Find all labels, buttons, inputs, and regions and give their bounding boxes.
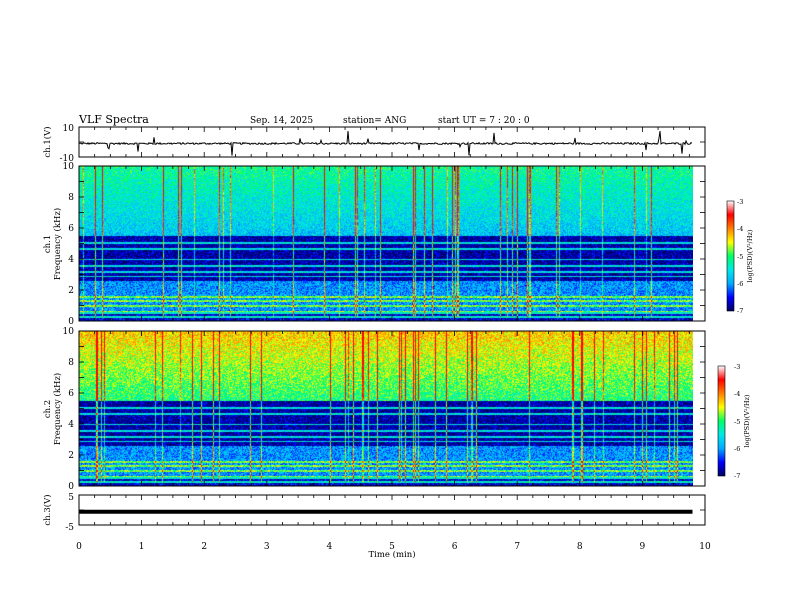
x-axis-label: Time (min) xyxy=(368,549,415,560)
ch2-spectrogram-image xyxy=(79,331,693,486)
x-tick-label: 6 xyxy=(452,542,458,552)
ch1-spectrogram-frame xyxy=(78,165,706,322)
ch3-voltage-panel: 5 -5 ch.3(V) xyxy=(42,493,706,533)
ch1-spec-ylabel-channel: ch.1 xyxy=(43,235,53,253)
ch2-colorbar: -3 -4 -5 -6 -7 log(PSD)(V²/Hz) xyxy=(717,363,751,480)
station-label: station= ANG xyxy=(343,116,406,126)
ch2-ytick-0: 0 xyxy=(68,482,74,492)
ch1-cb-tick-m4: -4 xyxy=(737,225,743,233)
ch1-ytick-bottom: -10 xyxy=(60,154,75,164)
ch2-spectrogram-panel: 0 2 4 6 8 10 ch.2 Frequency (kHz) xyxy=(43,327,706,492)
x-tick-label: 4 xyxy=(327,542,333,552)
x-tick-label: 7 xyxy=(514,542,520,552)
x-tick-label: 0 xyxy=(76,542,82,552)
x-tick-label: 3 xyxy=(264,542,270,552)
start-ut-label: start UT = 7 : 20 : 0 xyxy=(438,116,530,126)
ch1-ytick-2: 2 xyxy=(68,286,74,296)
ch2-ytick-10: 10 xyxy=(63,327,75,337)
ch2-cb-tick-m3: -3 xyxy=(734,363,740,371)
ch2-cb-tick-m6: -6 xyxy=(734,445,740,453)
ch1-cb-tick-m3: -3 xyxy=(737,198,743,206)
ch1-voltage-panel: 10 -10 ch.1(V) xyxy=(42,124,706,164)
ch1-ytick-4: 4 xyxy=(68,255,74,265)
ch1-ytick-top: 10 xyxy=(63,124,75,134)
ch2-colorbar-label: log(PSD)(V²/Hz) xyxy=(743,394,751,447)
date-label: Sep. 14, 2025 xyxy=(250,116,313,126)
ch2-ytick-8: 8 xyxy=(68,358,74,368)
x-tick-label: 1 xyxy=(139,542,145,552)
ch1-ytick-6: 6 xyxy=(68,224,74,234)
x-tick-label: 5 xyxy=(389,542,395,552)
ch2-ytick-4: 4 xyxy=(68,420,74,430)
ch2-ytick-6: 6 xyxy=(68,389,74,399)
x-tick-label: 2 xyxy=(201,542,207,552)
ch2-spec-ylabel-frequency: Frequency (kHz) xyxy=(52,373,63,445)
ch1-ytick-10: 10 xyxy=(63,162,75,172)
ch3-ytick-bottom: -5 xyxy=(65,523,74,533)
x-axis-tick-labels: 0 1 2 3 4 5 6 7 8 9 10 xyxy=(76,542,711,552)
ch2-spec-ylabel-channel: ch.2 xyxy=(43,400,53,418)
ch1-voltage-ylabel: ch.1(V) xyxy=(42,126,53,157)
ch1-spectrogram-panel: 0 2 4 6 8 10 ch.1 Frequency (kHz) xyxy=(43,162,706,327)
ch1-cb-tick-m5: -5 xyxy=(737,253,743,261)
ch2-cb-tick-m5: -5 xyxy=(734,418,740,426)
ch1-colorbar-label: log(PSD)(V²/Hz) xyxy=(746,229,754,282)
ch1-ytick-0: 0 xyxy=(68,317,74,327)
figure-title: VLF Spectra xyxy=(78,113,149,126)
ch1-voltage-trace xyxy=(78,131,693,156)
ch1-colorbar: -3 -4 -5 -6 -7 log(PSD)(V²/Hz) xyxy=(726,198,754,315)
ch1-cb-tick-m7: -7 xyxy=(737,307,743,315)
ch2-spectrogram-frame xyxy=(78,330,706,487)
ch1-spec-ylabel-frequency: Frequency (kHz) xyxy=(52,208,63,280)
ch2-cb-tick-m4: -4 xyxy=(734,390,740,398)
ch1-ytick-8: 8 xyxy=(68,193,74,203)
ch2-colorbar-scale xyxy=(717,365,726,477)
ch1-spectrogram-image xyxy=(79,166,693,321)
ch2-cb-tick-m7: -7 xyxy=(734,472,740,480)
ch1-colorbar-scale xyxy=(726,200,735,312)
ch1-cb-tick-m6: -6 xyxy=(737,280,743,288)
x-tick-label: 9 xyxy=(640,542,646,552)
ch3-ytick-top: 5 xyxy=(68,493,74,503)
ch3-voltage-ylabel: ch.3(V) xyxy=(42,494,53,525)
x-tick-label: 8 xyxy=(577,542,583,552)
ch2-ytick-2: 2 xyxy=(68,451,74,461)
x-tick-label: 10 xyxy=(699,542,711,552)
ch1-voltage-ticks xyxy=(78,126,706,158)
